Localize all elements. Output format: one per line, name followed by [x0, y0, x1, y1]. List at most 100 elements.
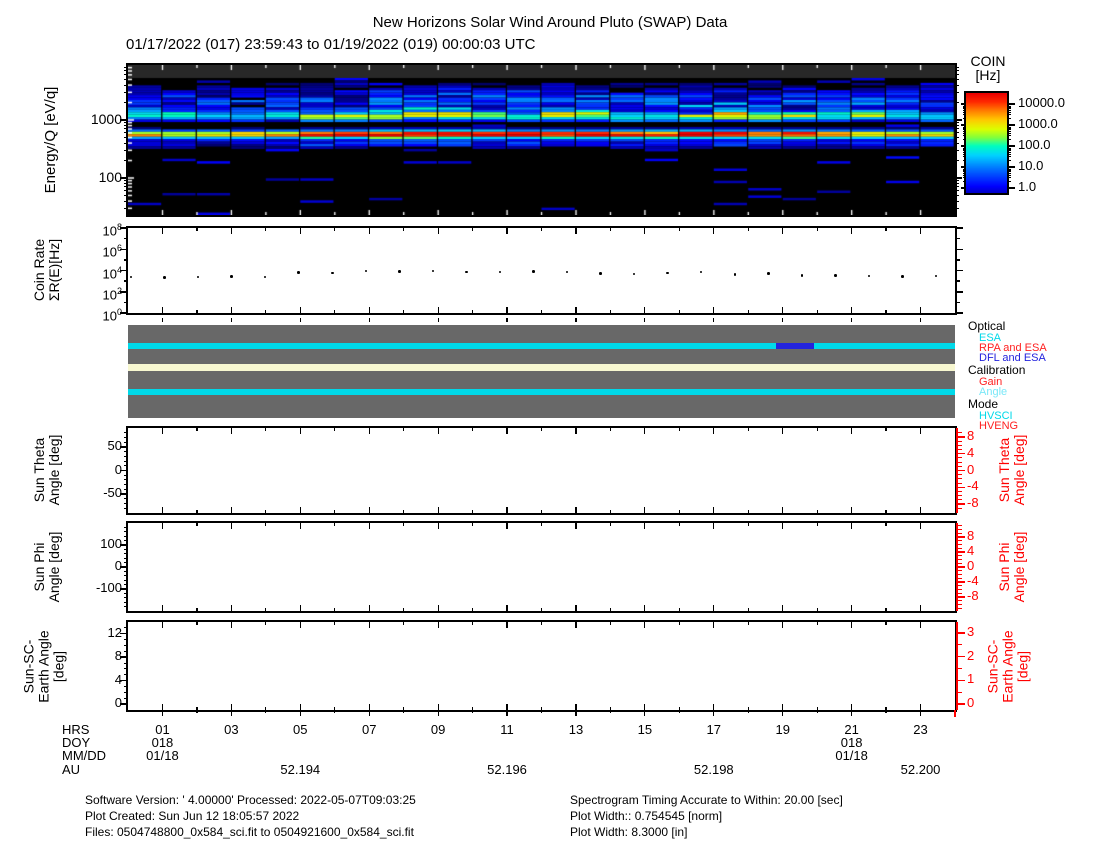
sun-phi-bottom-hour-tick [230, 605, 232, 611]
sun-theta-right-tick-label: -4 [967, 478, 979, 494]
sun-phi-ylabel: Sun Phi Angle [deg] [31, 512, 62, 622]
xaxis-hrs-value: 09 [430, 722, 446, 737]
xaxis-hrs-value: 01 [155, 722, 170, 737]
legend-mode-header: Mode [968, 397, 999, 411]
spec-left-minor-tick [124, 125, 128, 127]
status-top-tick [919, 318, 922, 322]
colorbar-minor-tick-left [963, 125, 966, 127]
sun-sc-earth-bottom-hour-tick [161, 704, 164, 710]
spec-left-minor-tick [124, 183, 128, 185]
coin-top-hour-tick [299, 228, 301, 234]
spec-left-major-tick [120, 177, 128, 179]
coin-bottom-hour-tick [230, 307, 232, 313]
spec-right-minor-tick [955, 194, 959, 196]
sun-sc-earth-top-hour-tick [747, 622, 749, 625]
coin-bottom-hour-tick [644, 307, 646, 313]
status-top-tick [161, 318, 164, 322]
sun-theta-right-minor-tick [958, 490, 962, 492]
legend-rpa-and-esa: RPA and ESA [979, 342, 1047, 354]
sun-phi-left-major-tick [120, 566, 128, 568]
sun-theta-red-axis-line [956, 428, 958, 513]
sun-phi-left-minor-tick [124, 592, 128, 594]
sun-sc-earth-right-line2: Earth Angle [999, 630, 1016, 703]
coin-top-hour-tick [609, 228, 611, 231]
xaxis-row-au: AU [62, 762, 81, 777]
coin-right-tick [955, 301, 960, 304]
sun-theta-top-hour-tick [334, 428, 336, 431]
xaxis-mmdd-value: 01/18 [146, 748, 179, 763]
sun-sc-earth-right-ylabel: Sun-SC- Earth Angle [deg] [985, 612, 1031, 722]
spectrogram-ylabel: Energy/Q [eV/q] [42, 86, 59, 194]
sun-sc-earth-left-tick-label: 0 [114, 695, 122, 710]
coin-rate-dot [767, 272, 770, 275]
sun-phi-left-minor-tick [124, 606, 128, 608]
sun-sc-earth-top-hour-tick [713, 622, 715, 628]
spec-left-minor-tick [124, 180, 128, 182]
xaxis-hrs-value: 17 [706, 722, 722, 737]
sun-theta-left-major-tick [120, 469, 128, 472]
sun-theta-top-hour-tick [575, 428, 577, 434]
sun-theta-top-hour-tick [265, 428, 267, 431]
colorbar-minor-tick-left [963, 150, 966, 152]
footer-plot-width-in: Plot Width: 8.3000 [in] [570, 825, 688, 839]
coin-rate-dot [331, 271, 334, 275]
sun-sc-earth-top-hour-tick [334, 622, 336, 625]
sun-theta-left-tick-label: 0 [114, 461, 122, 477]
sun-phi-bottom-hour-tick [885, 608, 887, 611]
coin-rate-dot [498, 270, 502, 274]
coin-bottom-hour-tick [334, 310, 336, 313]
coin-rate-dot [934, 274, 938, 277]
coin-rate-dot [599, 272, 602, 275]
spec-right-minor-tick [955, 200, 959, 202]
sun-sc-earth-left-major-tick [120, 679, 128, 682]
sun-sc-earth-ylabel-line2: Earth Angle [35, 630, 52, 703]
sun-theta-right-major-tick [958, 503, 965, 505]
sun-theta-right-major-tick [958, 486, 965, 488]
coin-left-tick [123, 280, 128, 282]
coin-rate-dot [867, 274, 871, 278]
sun-sc-earth-left-minor-tick [124, 697, 128, 699]
spec-left-minor-tick [124, 142, 128, 144]
colorbar-tick-label: 10.0 [1018, 158, 1044, 173]
coin-ytick-label: 108 [102, 222, 122, 239]
xaxis-bottom-tick [265, 710, 267, 713]
sun-phi-bottom-hour-tick [437, 605, 439, 611]
sun-theta-top-hour-tick [782, 428, 784, 434]
coin-bottom-hour-tick [713, 307, 715, 313]
sun-phi-right-minor-tick [958, 585, 962, 587]
sun-theta-bottom-hour-tick [403, 510, 405, 513]
xaxis-hrs-value: 07 [361, 722, 377, 737]
sun-phi-bottom-hour-tick [816, 608, 818, 611]
colorbar-minor-tick-left [963, 151, 966, 153]
coin-rate-dot [297, 271, 300, 274]
xaxis-row-doy: DOY [62, 735, 91, 750]
xaxis-bottom-tick [299, 710, 301, 716]
colorbar-minor-tick-left [963, 127, 966, 129]
sun-phi-left-minor-tick [124, 548, 128, 550]
colorbar-minor-tick-left [963, 169, 966, 171]
spec-left-minor-tick [124, 122, 128, 124]
sun-theta-top-hour-tick [368, 428, 370, 434]
sun-sc-earth-ylabel-line3: [deg] [50, 650, 67, 683]
sun-sc-earth-top-hour-tick [368, 622, 370, 628]
colorbar-minor-tick [1007, 148, 1011, 150]
sun-sc-earth-right-major-tick [958, 703, 965, 705]
sun-phi-right-tick-label: 0 [967, 558, 975, 573]
sun-sc-earth-top-hour-tick [437, 622, 439, 628]
coin-rate-dot [364, 269, 368, 273]
colorbar-minor-tick-left [963, 171, 966, 173]
colorbar-minor-tick [1007, 174, 1011, 176]
xaxis-bottom-tick [196, 710, 198, 713]
sun-sc-earth-top-hour-tick [230, 622, 232, 628]
xaxis-bottom-tick [816, 710, 818, 713]
sun-sc-earth-red-axis-line [956, 622, 958, 710]
sun-theta-bottom-hour-tick [713, 507, 715, 513]
sun-theta-top-hour-tick [678, 428, 680, 431]
colorbar-minor-tick [1007, 147, 1011, 149]
spec-ytick-label: 1000 [90, 111, 122, 127]
coin-bottom-hour-tick [575, 307, 577, 313]
sun-theta-panel [126, 426, 957, 515]
coin-bottom-hour-tick [299, 307, 301, 313]
sun-sc-earth-top-hour-tick [575, 622, 577, 628]
sun-sc-earth-bottom-hour-tick [644, 704, 646, 710]
